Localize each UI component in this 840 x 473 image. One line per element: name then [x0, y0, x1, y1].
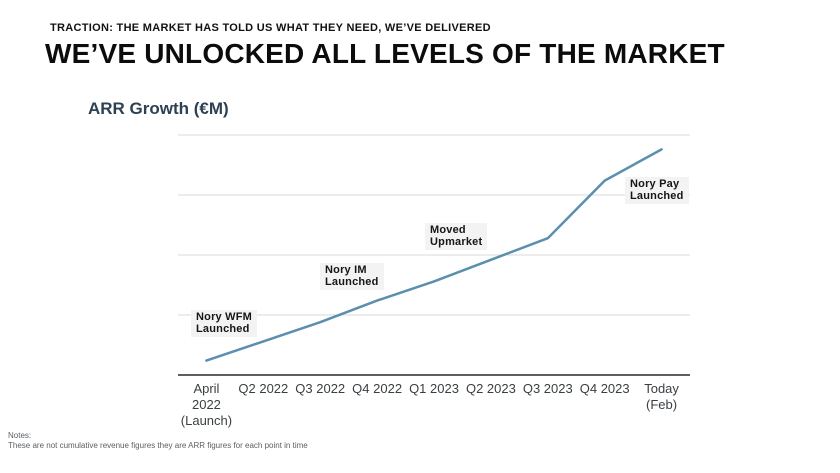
eyebrow-text: TRACTION: THE MARKET HAS TOLD US WHAT TH… [50, 22, 491, 34]
annotation-nory-wfm-launched: Nory WFM Launched [191, 310, 257, 337]
x-axis-tick-label: Q3 2023 [522, 381, 573, 396]
x-axis-tick-label: Q2 2022 [238, 381, 289, 396]
x-axis-tick-label: Q4 2022 [352, 381, 403, 396]
arr-growth-line [205, 148, 663, 362]
page-title: WE’VE UNLOCKED ALL LEVELS OF THE MARKET [45, 38, 725, 69]
notes-text: These are not cumulative revenue figures… [8, 440, 308, 450]
x-axis-tick-label: Q2 2023 [465, 381, 516, 396]
x-axis-tick-label: Today (Feb) [644, 381, 679, 412]
annotation-nory-pay-launched: Nory Pay Launched [625, 177, 689, 204]
x-axis-tick-label: Q1 2023 [409, 381, 459, 396]
x-axis-tick-label: Q3 2022 [295, 381, 346, 396]
annotation-moved-upmarket: Moved Upmarket [425, 223, 488, 250]
notes-label: Notes: [8, 431, 32, 440]
x-axis-tick-label: April 2022 (Launch) [180, 381, 233, 428]
x-axis-tick-label: Q4 2023 [579, 381, 630, 396]
chart-title: ARR Growth (€M) [88, 99, 229, 118]
x-axis-labels: April 2022 (Launch) Q2 2022 Q3 2022 Q4 2022… [178, 381, 690, 429]
annotation-nory-im-launched: Nory IM Launched [320, 263, 384, 290]
notes: Notes: These are not cumulative revenue … [8, 431, 308, 450]
